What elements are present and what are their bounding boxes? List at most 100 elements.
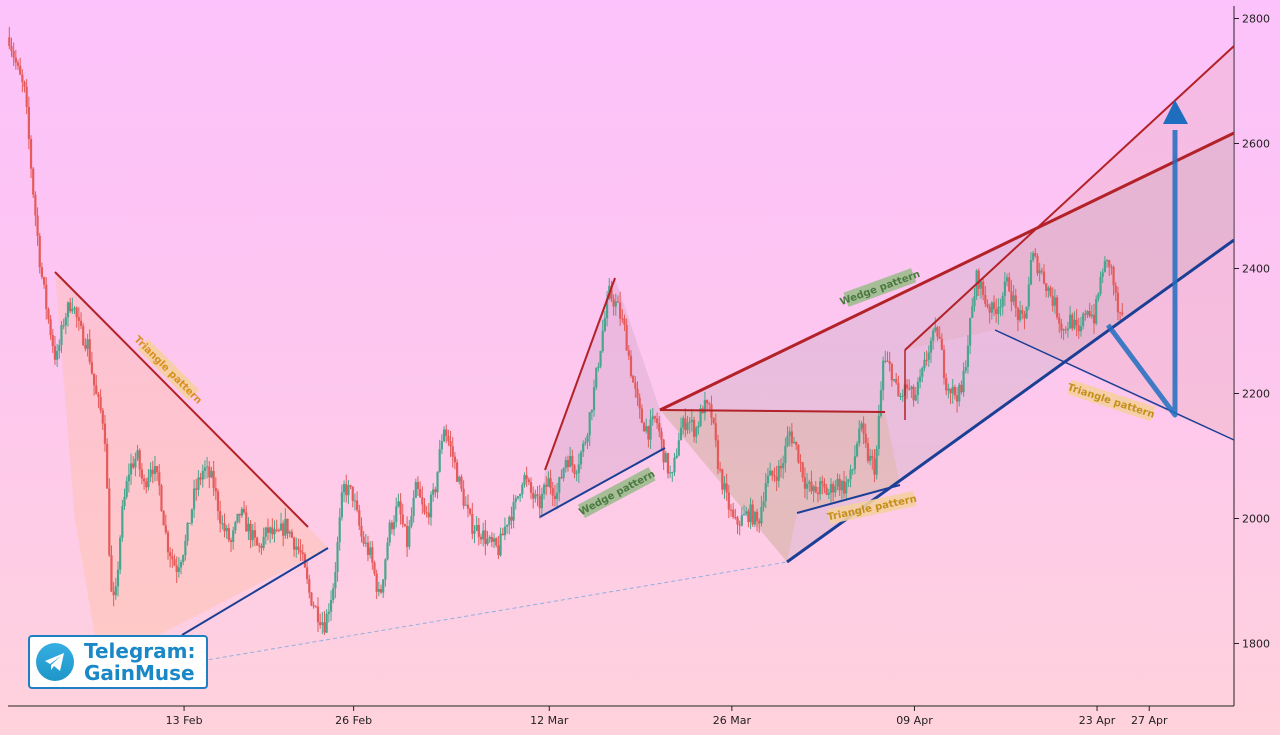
candle-body [971, 306, 974, 319]
candle-body [16, 62, 20, 66]
candle-body [64, 317, 67, 326]
channel-resistance [659, 131, 1235, 412]
candle-body [1084, 313, 1087, 315]
candle-body [455, 462, 459, 482]
candle-body [736, 517, 739, 525]
candle-body [284, 518, 287, 536]
candle-body [545, 484, 548, 487]
candle-body [797, 444, 800, 462]
candle-body [1060, 323, 1063, 331]
candle-body [836, 478, 839, 487]
candle-body [479, 536, 483, 540]
candle-body [192, 488, 196, 510]
candle-body [684, 418, 687, 431]
candle-body [1032, 253, 1035, 261]
candle-body [1086, 311, 1089, 315]
candle-body [471, 513, 474, 534]
candle-body [258, 545, 261, 547]
candle-body [979, 281, 983, 289]
candle-body [964, 367, 967, 371]
candle-body [1008, 277, 1011, 292]
candle-body [508, 516, 511, 526]
candle-body [682, 418, 685, 428]
candle-body [406, 525, 409, 547]
candle-body [1051, 295, 1054, 306]
candle-body [645, 426, 648, 432]
candle-body [134, 458, 137, 468]
candle-body [855, 443, 859, 457]
candle-body [301, 552, 304, 555]
x-tick-label: 23 Apr [1079, 714, 1116, 727]
candle-body [549, 478, 552, 489]
candle-body [416, 482, 420, 490]
candle-body [151, 469, 154, 474]
candle-body [1066, 328, 1070, 331]
candle-body [195, 488, 198, 490]
candle-body [47, 309, 50, 320]
candle-body [160, 485, 163, 511]
candle-body [805, 483, 809, 489]
candle-body [908, 388, 911, 390]
candle-body [408, 526, 411, 547]
candle-body [399, 501, 402, 515]
telegram-brand-badge[interactable]: Telegram: GainMuse [28, 635, 208, 689]
candle-body [440, 441, 443, 450]
candle-body [851, 469, 854, 471]
candle-body [8, 37, 11, 46]
candle-body [142, 478, 146, 482]
candle-body [438, 449, 441, 472]
candle-body [953, 386, 956, 396]
candle-body [423, 504, 426, 513]
candle-body [960, 384, 963, 393]
candle-body [66, 302, 70, 318]
candle-body [605, 298, 609, 319]
candle-body [210, 470, 213, 478]
candle-body [212, 470, 215, 488]
candle-body [916, 381, 920, 395]
candle-body [601, 330, 604, 352]
candle-body [73, 307, 76, 309]
candle-body [236, 513, 239, 523]
candle-body [1025, 306, 1028, 319]
candle-body [562, 468, 565, 479]
candle-body [1068, 314, 1072, 329]
candle-body [353, 500, 357, 502]
candle-body [260, 545, 263, 548]
candle-body [208, 466, 211, 478]
candle-body [621, 318, 624, 320]
candle-body [788, 431, 791, 436]
candle-body [306, 567, 309, 580]
candle-body [932, 330, 935, 341]
candle-body [325, 613, 328, 633]
candle-body [934, 327, 937, 331]
candle-body [436, 471, 439, 493]
candle-body [484, 530, 487, 545]
candle-body [708, 403, 711, 405]
candle-body [995, 309, 998, 315]
candle-body [612, 298, 615, 307]
candle-body [697, 425, 700, 428]
upper-wedge-resistance [904, 45, 1235, 351]
candle-body [716, 440, 720, 470]
candle-body [453, 456, 457, 463]
candle-body [753, 511, 757, 525]
candle-body [1062, 329, 1065, 331]
telegram-icon [36, 643, 74, 681]
candle-body [929, 340, 933, 353]
candle-body [1021, 310, 1024, 314]
candle-body [245, 512, 248, 532]
candle-body [525, 475, 528, 480]
candle-body [166, 532, 170, 553]
candle-body [129, 463, 133, 475]
candle-body [147, 477, 150, 488]
candle-body [551, 488, 554, 496]
y-tick-label: 2600 [1242, 138, 1270, 151]
candle-body [866, 443, 870, 462]
candle-body [1053, 297, 1056, 306]
candle-body [397, 501, 400, 507]
wedge-1-resistance [544, 277, 616, 471]
candle-body [316, 606, 320, 623]
candle-body [616, 301, 620, 303]
candle-body [958, 384, 961, 402]
candle-body [771, 470, 774, 476]
